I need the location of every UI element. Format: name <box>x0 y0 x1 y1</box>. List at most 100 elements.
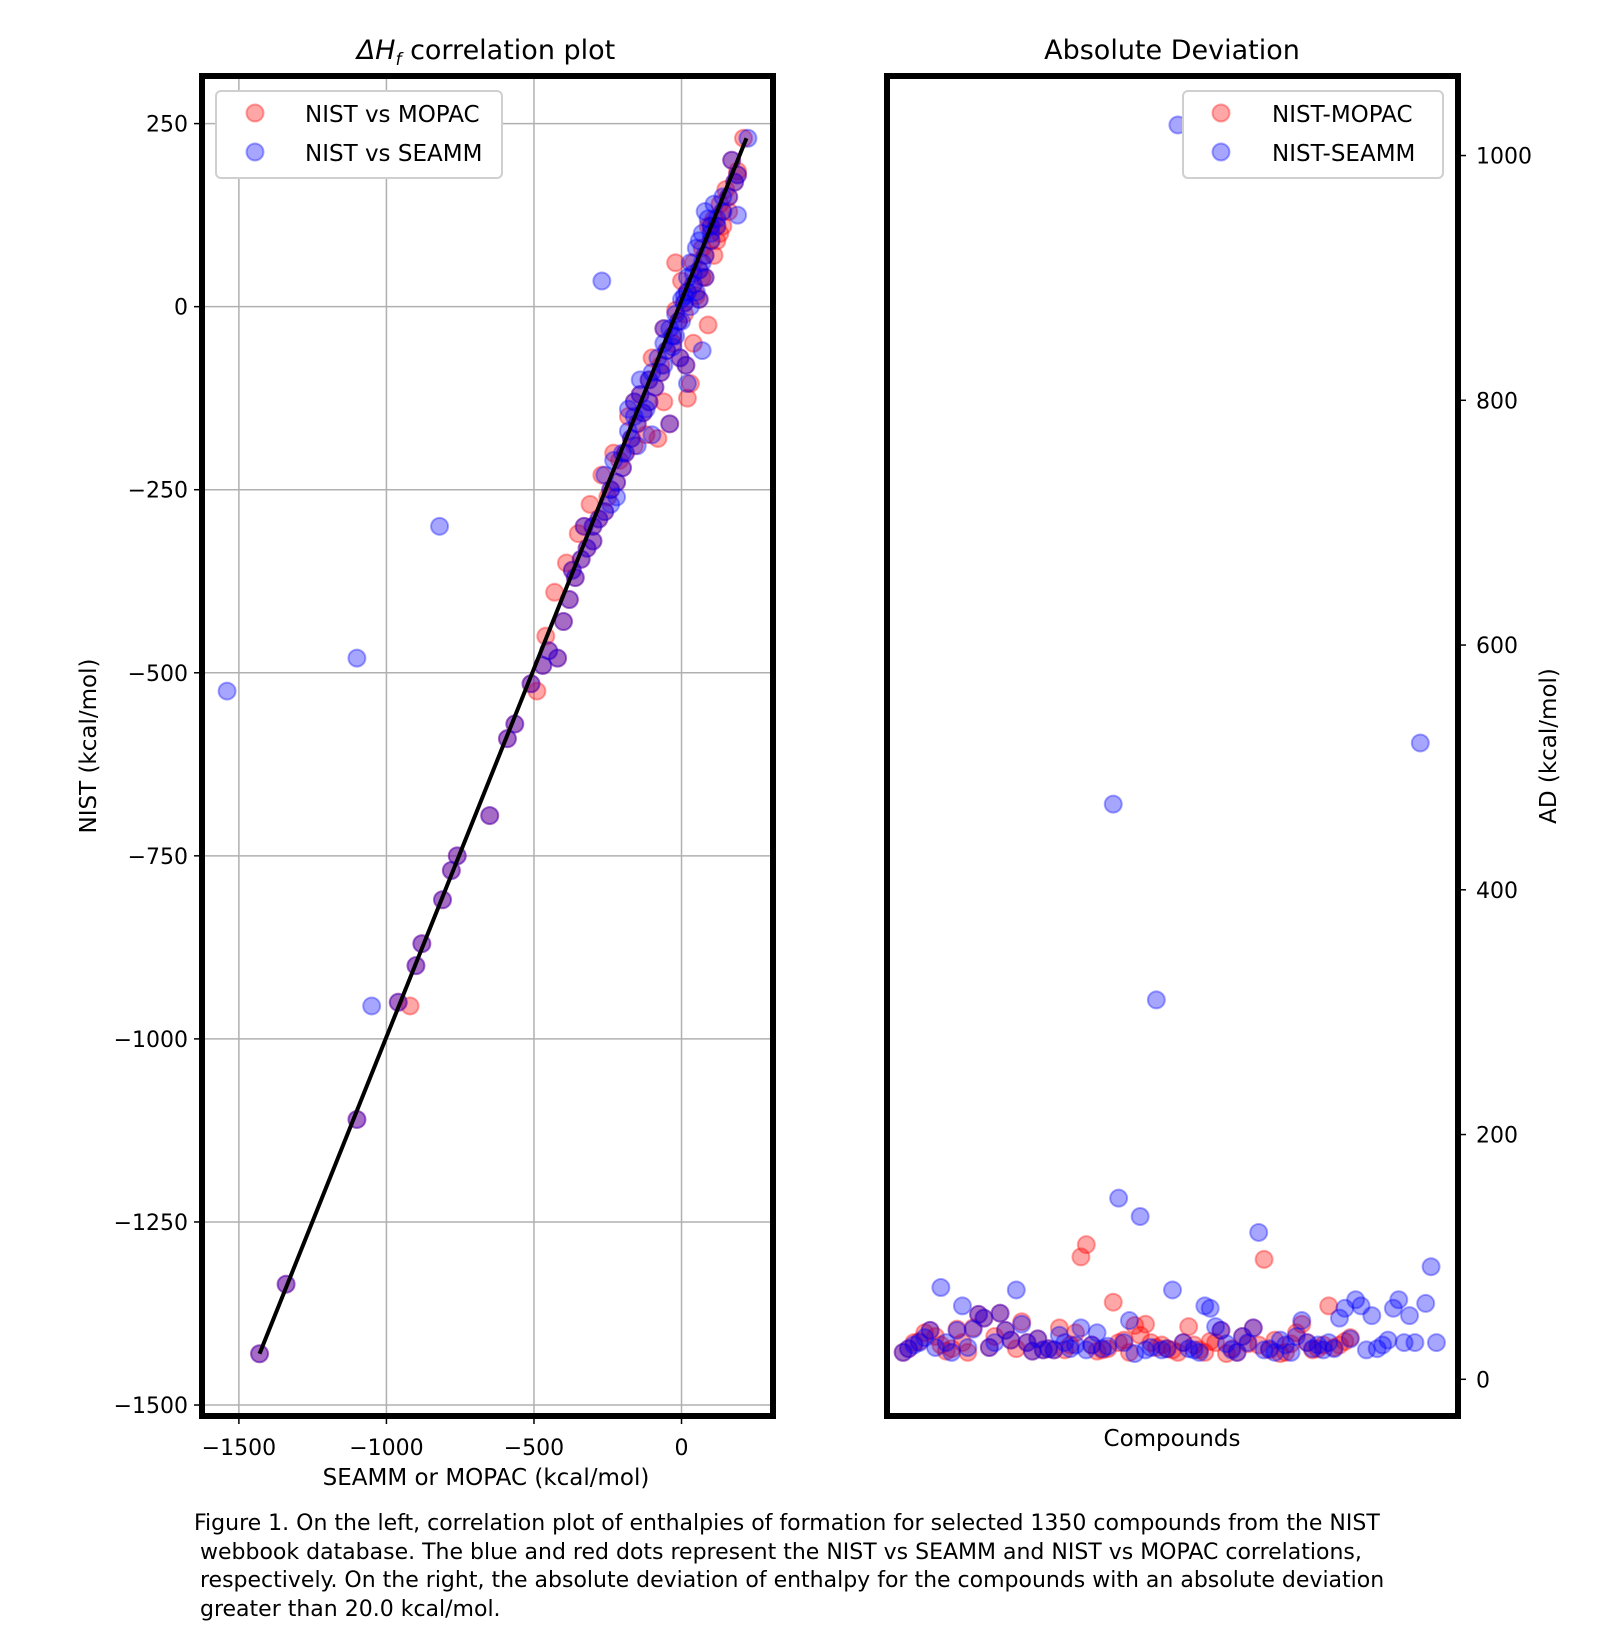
data-point <box>899 1339 919 1359</box>
data-point <box>480 806 500 826</box>
data-point <box>1216 1344 1236 1364</box>
data-point <box>1087 1323 1107 1343</box>
data-point <box>979 1337 999 1357</box>
data-point <box>942 1342 962 1362</box>
absolute-deviation-plot: Absolute Deviation 0 200 400 600 800 1000 Com… <box>884 35 1562 1452</box>
data-point <box>689 289 709 309</box>
data-point <box>1243 1318 1263 1338</box>
data-point <box>1033 1340 1053 1360</box>
data-point <box>217 681 237 701</box>
data-point <box>1195 1296 1215 1316</box>
data-point <box>1281 1342 1301 1362</box>
data-point <box>601 494 621 514</box>
caption-line-1: Figure 1. On the left, correlation plot … <box>194 1511 1380 1536</box>
data-point <box>1028 1329 1048 1349</box>
data-point <box>710 223 730 243</box>
data-point <box>1233 1326 1253 1346</box>
data-point <box>636 425 656 445</box>
data-point <box>1324 1339 1344 1359</box>
data-point <box>680 297 700 317</box>
data-point <box>979 1337 999 1357</box>
data-point <box>1297 1333 1317 1353</box>
data-point <box>1114 1333 1134 1353</box>
caption-line-4: greater than 20.0 kcal/mol. <box>200 1596 501 1622</box>
data-point <box>904 1335 924 1355</box>
data-point <box>1259 1340 1279 1360</box>
data-point <box>1346 1290 1366 1310</box>
data-point <box>1356 1340 1376 1360</box>
data-point <box>1319 1296 1339 1316</box>
data-point <box>1254 1340 1274 1360</box>
data-point <box>1130 1207 1150 1227</box>
data-point <box>695 267 715 287</box>
data-point <box>1092 1339 1112 1359</box>
data-point <box>1394 1333 1414 1353</box>
data-point <box>1109 1188 1129 1208</box>
y-tick-label: −1000 <box>114 1028 188 1053</box>
data-point <box>1189 1340 1209 1360</box>
data-point <box>1001 1330 1021 1350</box>
y-tick-label: −1500 <box>114 1394 188 1419</box>
data-point <box>400 996 420 1016</box>
data-point <box>676 355 696 375</box>
absolute-deviation-title: Absolute Deviation <box>1044 35 1300 66</box>
data-point <box>1098 1339 1118 1359</box>
data-point <box>1152 1335 1172 1355</box>
data-point <box>1222 1339 1242 1359</box>
data-point <box>1362 1306 1382 1326</box>
data-point <box>1206 1317 1226 1337</box>
data-point <box>1055 1333 1075 1353</box>
data-point <box>915 1323 935 1343</box>
data-point <box>1146 990 1166 1010</box>
data-point <box>1044 1340 1064 1360</box>
data-point <box>1012 1314 1032 1334</box>
data-point <box>1340 1328 1360 1348</box>
data-point <box>1066 1335 1086 1355</box>
y-tick-label: 0 <box>1476 1368 1490 1393</box>
data-point <box>952 1296 972 1316</box>
data-point <box>969 1304 989 1324</box>
data-point <box>1022 1341 1042 1361</box>
data-point <box>1114 1330 1134 1350</box>
data-point <box>683 333 703 353</box>
data-point <box>692 267 712 287</box>
data-point <box>925 1326 945 1346</box>
data-point <box>1103 794 1123 814</box>
y-tick-label: 800 <box>1476 389 1518 414</box>
data-point <box>686 282 706 302</box>
data-point <box>1265 1342 1285 1362</box>
legend-marker-nist-mopac <box>1211 103 1231 123</box>
legend-marker-nist-seamm <box>1211 142 1231 162</box>
data-point <box>704 245 724 265</box>
data-point <box>660 414 680 434</box>
data-point <box>1254 1249 1274 1269</box>
data-point <box>1351 1296 1371 1316</box>
absolute-deviation-points <box>893 115 1446 1364</box>
data-point <box>969 1304 989 1324</box>
data-point <box>909 1331 929 1351</box>
data-point <box>1222 1340 1242 1360</box>
data-point <box>996 1320 1016 1340</box>
legend-label-nist-mopac: NIST-MOPAC <box>1272 102 1413 128</box>
data-point <box>1001 1330 1021 1350</box>
data-point <box>1012 1312 1032 1332</box>
data-point <box>936 1333 956 1353</box>
data-point <box>1055 1340 1075 1360</box>
data-point <box>958 1337 978 1357</box>
data-point <box>1249 1222 1269 1242</box>
x-tick-label: −1500 <box>202 1436 276 1461</box>
data-point <box>1157 1339 1177 1359</box>
data-point <box>1335 1331 1355 1351</box>
data-point <box>942 1339 962 1359</box>
data-point <box>1168 1342 1188 1362</box>
y-tick-label: −750 <box>128 845 188 870</box>
data-point <box>1125 1315 1145 1335</box>
y-tick-label: 600 <box>1476 634 1518 659</box>
legend-marker-mopac <box>245 103 265 123</box>
data-point <box>1152 1340 1172 1360</box>
data-point <box>1319 1333 1339 1353</box>
data-point <box>1265 1330 1285 1350</box>
data-point <box>1006 1339 1026 1359</box>
data-point <box>893 1342 913 1362</box>
legend-label-seamm: NIST vs SEAMM <box>305 141 482 167</box>
